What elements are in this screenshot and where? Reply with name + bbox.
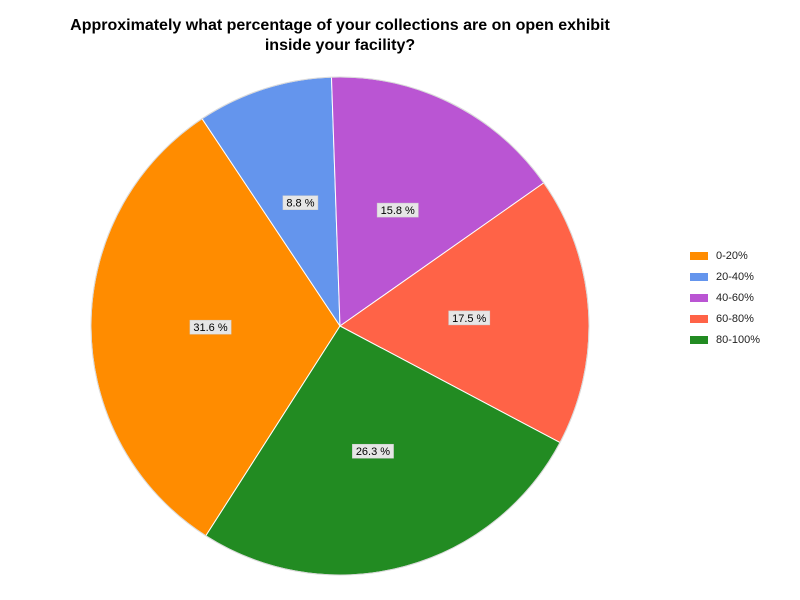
legend-label: 60-80%: [716, 312, 754, 325]
legend-item-60-80%: 60-80%: [690, 308, 760, 329]
svg-text:26.3 %: 26.3 %: [356, 446, 390, 458]
legend-item-0-20%: 0-20%: [690, 245, 760, 266]
slice-label-60-80%: 17.5 %: [448, 310, 491, 326]
svg-text:8.8 %: 8.8 %: [286, 198, 314, 210]
legend-swatch: [690, 272, 708, 281]
slice-label-80-100%: 26.3 %: [352, 443, 394, 459]
legend-item-80-100%: 80-100%: [690, 329, 760, 350]
pie-outline: [90, 76, 590, 576]
chart-title-line-2: inside your facility?: [264, 37, 416, 54]
legend-swatch: [690, 251, 708, 260]
svg-text:31.6 %: 31.6 %: [193, 322, 227, 334]
slice-label-20-40%: 8.8 %: [282, 195, 319, 210]
slice-label-40-60%: 15.8 %: [376, 202, 419, 218]
legend-label: 40-60%: [716, 291, 754, 304]
chart-title: Approximately what percentage of your co…: [40, 16, 640, 56]
legend-swatch: [690, 293, 708, 302]
legend-label: 0-20%: [716, 249, 748, 262]
legend-label: 80-100%: [716, 333, 761, 346]
legend-item-40-60%: 40-60%: [690, 287, 760, 308]
chart-legend: 0-20% 20-40% 40-60% 60-80% 80-100%: [690, 245, 760, 350]
legend-swatch: [690, 314, 708, 323]
legend-swatch: [690, 335, 708, 344]
chart-title-line-1: Approximately what percentage of your co…: [70, 17, 610, 34]
svg-text:15.8 %: 15.8 %: [381, 205, 415, 217]
legend-label: 20-40%: [716, 270, 754, 283]
legend-item-20-40%: 20-40%: [690, 266, 760, 287]
slice-label-0-20%: 31.6 %: [189, 319, 232, 335]
svg-text:17.5 %: 17.5 %: [452, 313, 486, 325]
